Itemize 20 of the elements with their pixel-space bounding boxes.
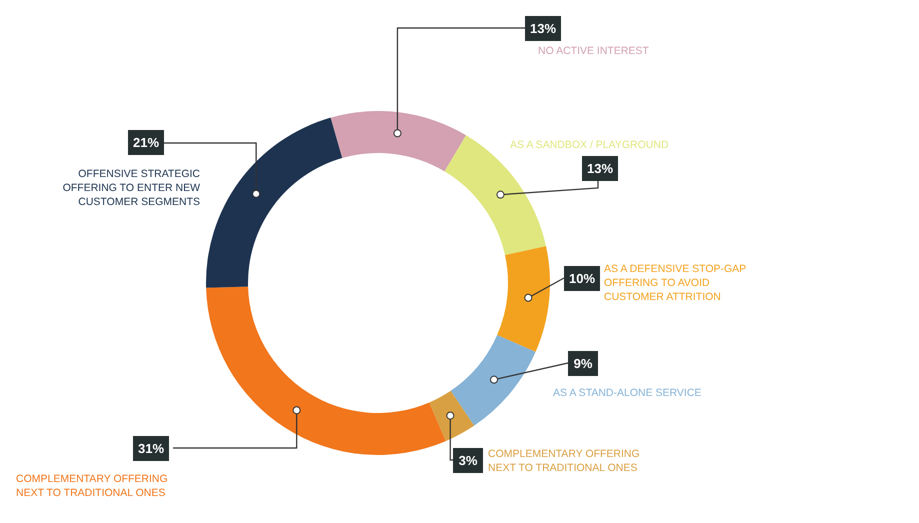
donut-slice <box>497 246 550 352</box>
data-label: 13% <box>586 161 614 176</box>
donut-slice <box>206 118 342 288</box>
slice-label: AS A DEFENSIVE STOP-GAP OFFERING TO AVOID CUSTOMER ATTRITION <box>604 263 746 303</box>
slice-label: AS A SANDBOX / PLAYGROUND <box>510 139 669 151</box>
data-label: 10% <box>568 271 596 286</box>
data-label: 31% <box>138 441 164 456</box>
donut-slice <box>330 111 466 172</box>
slice-label: OFFENSIVE STRATEGIC OFFERING TO ENTER NEW CUSTOMER SEGMENTS <box>62 168 200 208</box>
data-label: 9% <box>574 356 593 371</box>
data-label: 21% <box>132 135 160 150</box>
data-label: 13% <box>530 21 556 36</box>
donut-slice <box>450 335 536 426</box>
donut-slice <box>429 390 474 442</box>
slice-label: AS A STAND-ALONE SERVICE <box>553 387 702 399</box>
slice-label: COMPLEMENTARY OFFERING NEXT TO TRADITIONAL ONES <box>16 473 168 499</box>
slice-label: NO ACTIVE INTEREST <box>538 45 650 57</box>
slice-label: COMPLEMENTARY OFFERING NEXT TO TRADITIONAL ONES <box>488 448 640 474</box>
data-label: 3% <box>458 453 478 468</box>
donut-slice <box>206 286 446 455</box>
